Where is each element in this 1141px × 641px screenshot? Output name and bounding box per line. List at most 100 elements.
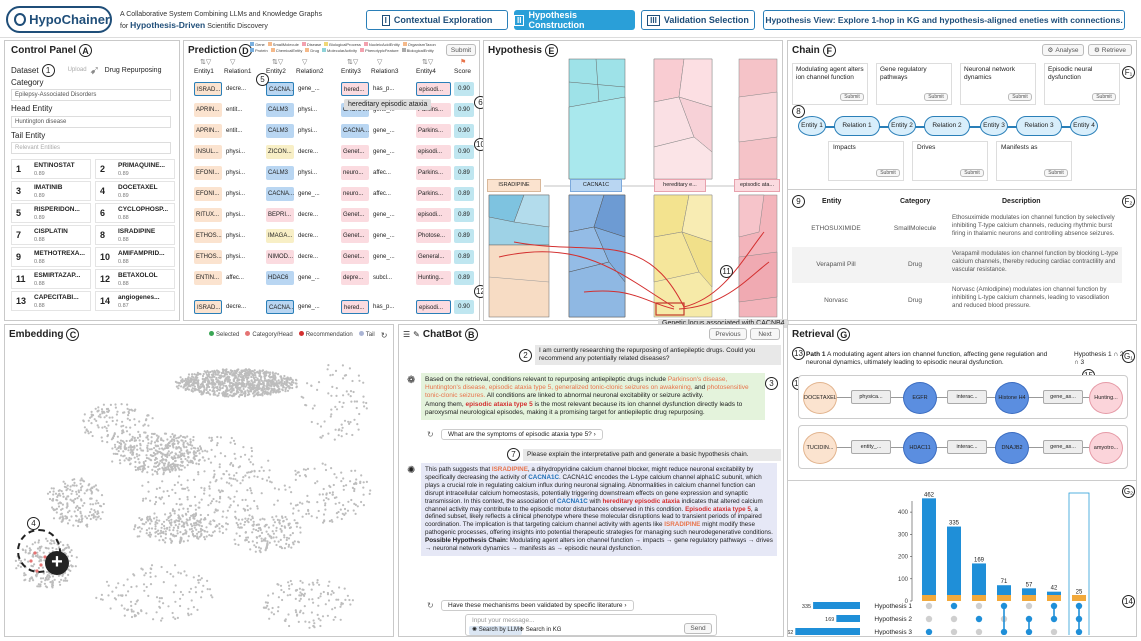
flow-relation[interactable]: Relation 1: [834, 116, 880, 136]
entity-cell[interactable]: Hunting...: [416, 271, 451, 285]
entity-cell[interactable]: Photose...: [416, 229, 451, 243]
chain-step-box[interactable]: Neuronal network dynamics Submit: [960, 63, 1036, 105]
submit-button[interactable]: Submit: [1092, 93, 1116, 101]
chain-relation-box[interactable]: Manifests as Submit: [996, 141, 1072, 181]
path-entity[interactable]: amyotro...: [1089, 432, 1123, 464]
filter-icon[interactable]: ▽: [302, 59, 308, 66]
entity-cell[interactable]: ETHOS...: [194, 229, 222, 243]
path-relation[interactable]: gene_as...: [1043, 440, 1083, 454]
suggestion-1[interactable]: What are the symptoms of episodic ataxia…: [441, 429, 603, 440]
relation-cell[interactable]: physi...: [298, 107, 318, 113]
result-item[interactable]: 2 PRIMAQUINE... 0.89: [95, 159, 175, 179]
relation-cell[interactable]: decre...: [298, 149, 319, 155]
entity-cell[interactable]: ISRAD...: [194, 300, 222, 314]
tab-validation[interactable]: III Validation Selection: [641, 10, 755, 30]
result-item[interactable]: 12 BETAXOLOL 0.88: [95, 269, 175, 289]
entity-cell[interactable]: CALM3: [266, 103, 294, 117]
relation-cell[interactable]: gene_...: [373, 233, 395, 239]
entity-cell[interactable]: Genet...: [341, 250, 369, 264]
column-header[interactable]: Score: [454, 68, 471, 75]
entity-cell[interactable]: INSUL...: [194, 145, 222, 159]
column-header[interactable]: Relation2: [296, 68, 324, 75]
submit-button[interactable]: Submit: [840, 93, 864, 101]
edit-icon[interactable]: ✎: [413, 330, 420, 339]
relation-cell[interactable]: decre...: [298, 254, 319, 260]
selected-intersection[interactable]: [1068, 492, 1090, 635]
column-header[interactable]: Entity2: [266, 68, 286, 75]
column-header[interactable]: Entity1: [194, 68, 214, 75]
zoom-in-icon[interactable]: +: [45, 551, 69, 575]
submit-button[interactable]: Submit: [1008, 93, 1032, 101]
relation-cell[interactable]: physi...: [226, 170, 246, 176]
tab-hypothesis-construction[interactable]: II Hypothesis Construction: [514, 10, 635, 30]
tab-contextual[interactable]: I Contextual Exploration: [366, 10, 508, 30]
entity-cell[interactable]: EFONI...: [194, 187, 222, 201]
submit-button[interactable]: Submit: [446, 44, 476, 56]
entity-cell[interactable]: neuro...: [341, 166, 369, 180]
relation-cell[interactable]: physi...: [226, 254, 246, 260]
entity-cell[interactable]: CACNA...: [341, 124, 369, 138]
result-item[interactable]: 9 METHOTREXA... 0.88: [11, 247, 91, 267]
entity-cell[interactable]: NIMOD...: [266, 250, 294, 264]
result-item[interactable]: 7 CISPLATIN 0.88: [11, 225, 91, 245]
intersection-bar[interactable]: [922, 498, 936, 601]
entity-cell[interactable]: Genet...: [341, 229, 369, 243]
relation-cell[interactable]: decre...: [298, 212, 319, 218]
column-header[interactable]: Entity4: [416, 68, 436, 75]
suggestion-2[interactable]: Have these mechanisms been validated by …: [441, 600, 634, 611]
entity-cell[interactable]: episodi...: [416, 145, 451, 159]
previous-button[interactable]: Previous: [709, 328, 747, 340]
entity-cell[interactable]: BEPRI...: [266, 208, 294, 222]
relation-cell[interactable]: decre...: [226, 86, 247, 92]
table-row[interactable]: INSUL... physi... ZICON... decre... Genet...…: [184, 144, 481, 160]
table-row[interactable]: RITUX... physi... BEPRI... decre... Genet...…: [184, 207, 481, 223]
chat-input-box[interactable]: Input your message...: [465, 614, 717, 636]
relation-cell[interactable]: gene_...: [373, 107, 395, 113]
submit-button[interactable]: Submit: [960, 169, 984, 177]
score-cell[interactable]: 0.90: [454, 103, 474, 117]
entity-cell[interactable]: Genet...: [341, 208, 369, 222]
table-row[interactable]: Norvasc Drug Norvasc (Amlodipine) modulate…: [792, 283, 1122, 319]
result-item[interactable]: 4 DOCETAXEL 0.89: [95, 181, 175, 201]
filter-icon[interactable]: ⇅▽: [200, 59, 212, 66]
flow-entity[interactable]: Entity 1: [798, 116, 826, 136]
path-entity[interactable]: HDAC11: [903, 432, 937, 464]
submit-button[interactable]: Submit: [876, 169, 900, 177]
entity-cell[interactable]: Parkins...: [416, 124, 451, 138]
entity-cell[interactable]: episodi...: [416, 300, 451, 314]
regenerate-icon[interactable]: ↻: [427, 601, 434, 610]
filter-icon[interactable]: ⇅▽: [347, 59, 359, 66]
relation-cell[interactable]: physi...: [226, 191, 246, 197]
score-cell[interactable]: 0.89: [454, 271, 474, 285]
upload-button[interactable]: Upload: [67, 67, 87, 73]
path-entity[interactable]: DOCETAXEL: [803, 382, 837, 414]
node-hereditary[interactable]: hereditary e...: [654, 179, 706, 192]
table-row[interactable]: ETHOS... physi... IMAGA... decre... Genet...…: [184, 228, 481, 244]
send-button[interactable]: Send: [684, 623, 712, 634]
entity-cell[interactable]: Parkins...: [416, 187, 451, 201]
entity-cell[interactable]: episodi...: [416, 82, 451, 96]
score-cell[interactable]: 0.90: [454, 300, 474, 314]
entity-cell[interactable]: EFONI...: [194, 166, 222, 180]
score-cell[interactable]: 0.89: [454, 250, 474, 264]
entity-cell[interactable]: RITUX...: [194, 208, 222, 222]
result-item[interactable]: 11 ESMIRTAZAP... 0.88: [11, 269, 91, 289]
dataset-value[interactable]: Drug Repurposing: [104, 66, 162, 74]
entity-cell[interactable]: CACNA...: [266, 300, 294, 314]
path-entity[interactable]: Hunting...: [1089, 382, 1123, 414]
intersection-bar[interactable]: [947, 526, 961, 601]
tail-input[interactable]: Relevant Entities: [11, 142, 171, 154]
table-row[interactable]: EFONI... physi... CACNA... gene_... neuro...…: [184, 186, 481, 202]
relation-cell[interactable]: gene_...: [373, 212, 395, 218]
table-row[interactable]: APRIN... entit... CALM3 physi... CACNA... gen…: [184, 102, 481, 118]
flow-relation[interactable]: Relation 2: [924, 116, 970, 136]
score-cell[interactable]: 0.90: [454, 145, 474, 159]
embedding-scatter[interactable]: [7, 343, 391, 635]
relation-cell[interactable]: subcl...: [373, 275, 393, 281]
path-relation[interactable]: interac...: [947, 440, 987, 454]
next-button[interactable]: Next: [750, 328, 780, 340]
relation-cell[interactable]: physi...: [298, 128, 318, 134]
relation-cell[interactable]: physi...: [298, 170, 318, 176]
entity-cell[interactable]: episodi...: [416, 208, 451, 222]
entity-cell[interactable]: ETHOS...: [194, 250, 222, 264]
